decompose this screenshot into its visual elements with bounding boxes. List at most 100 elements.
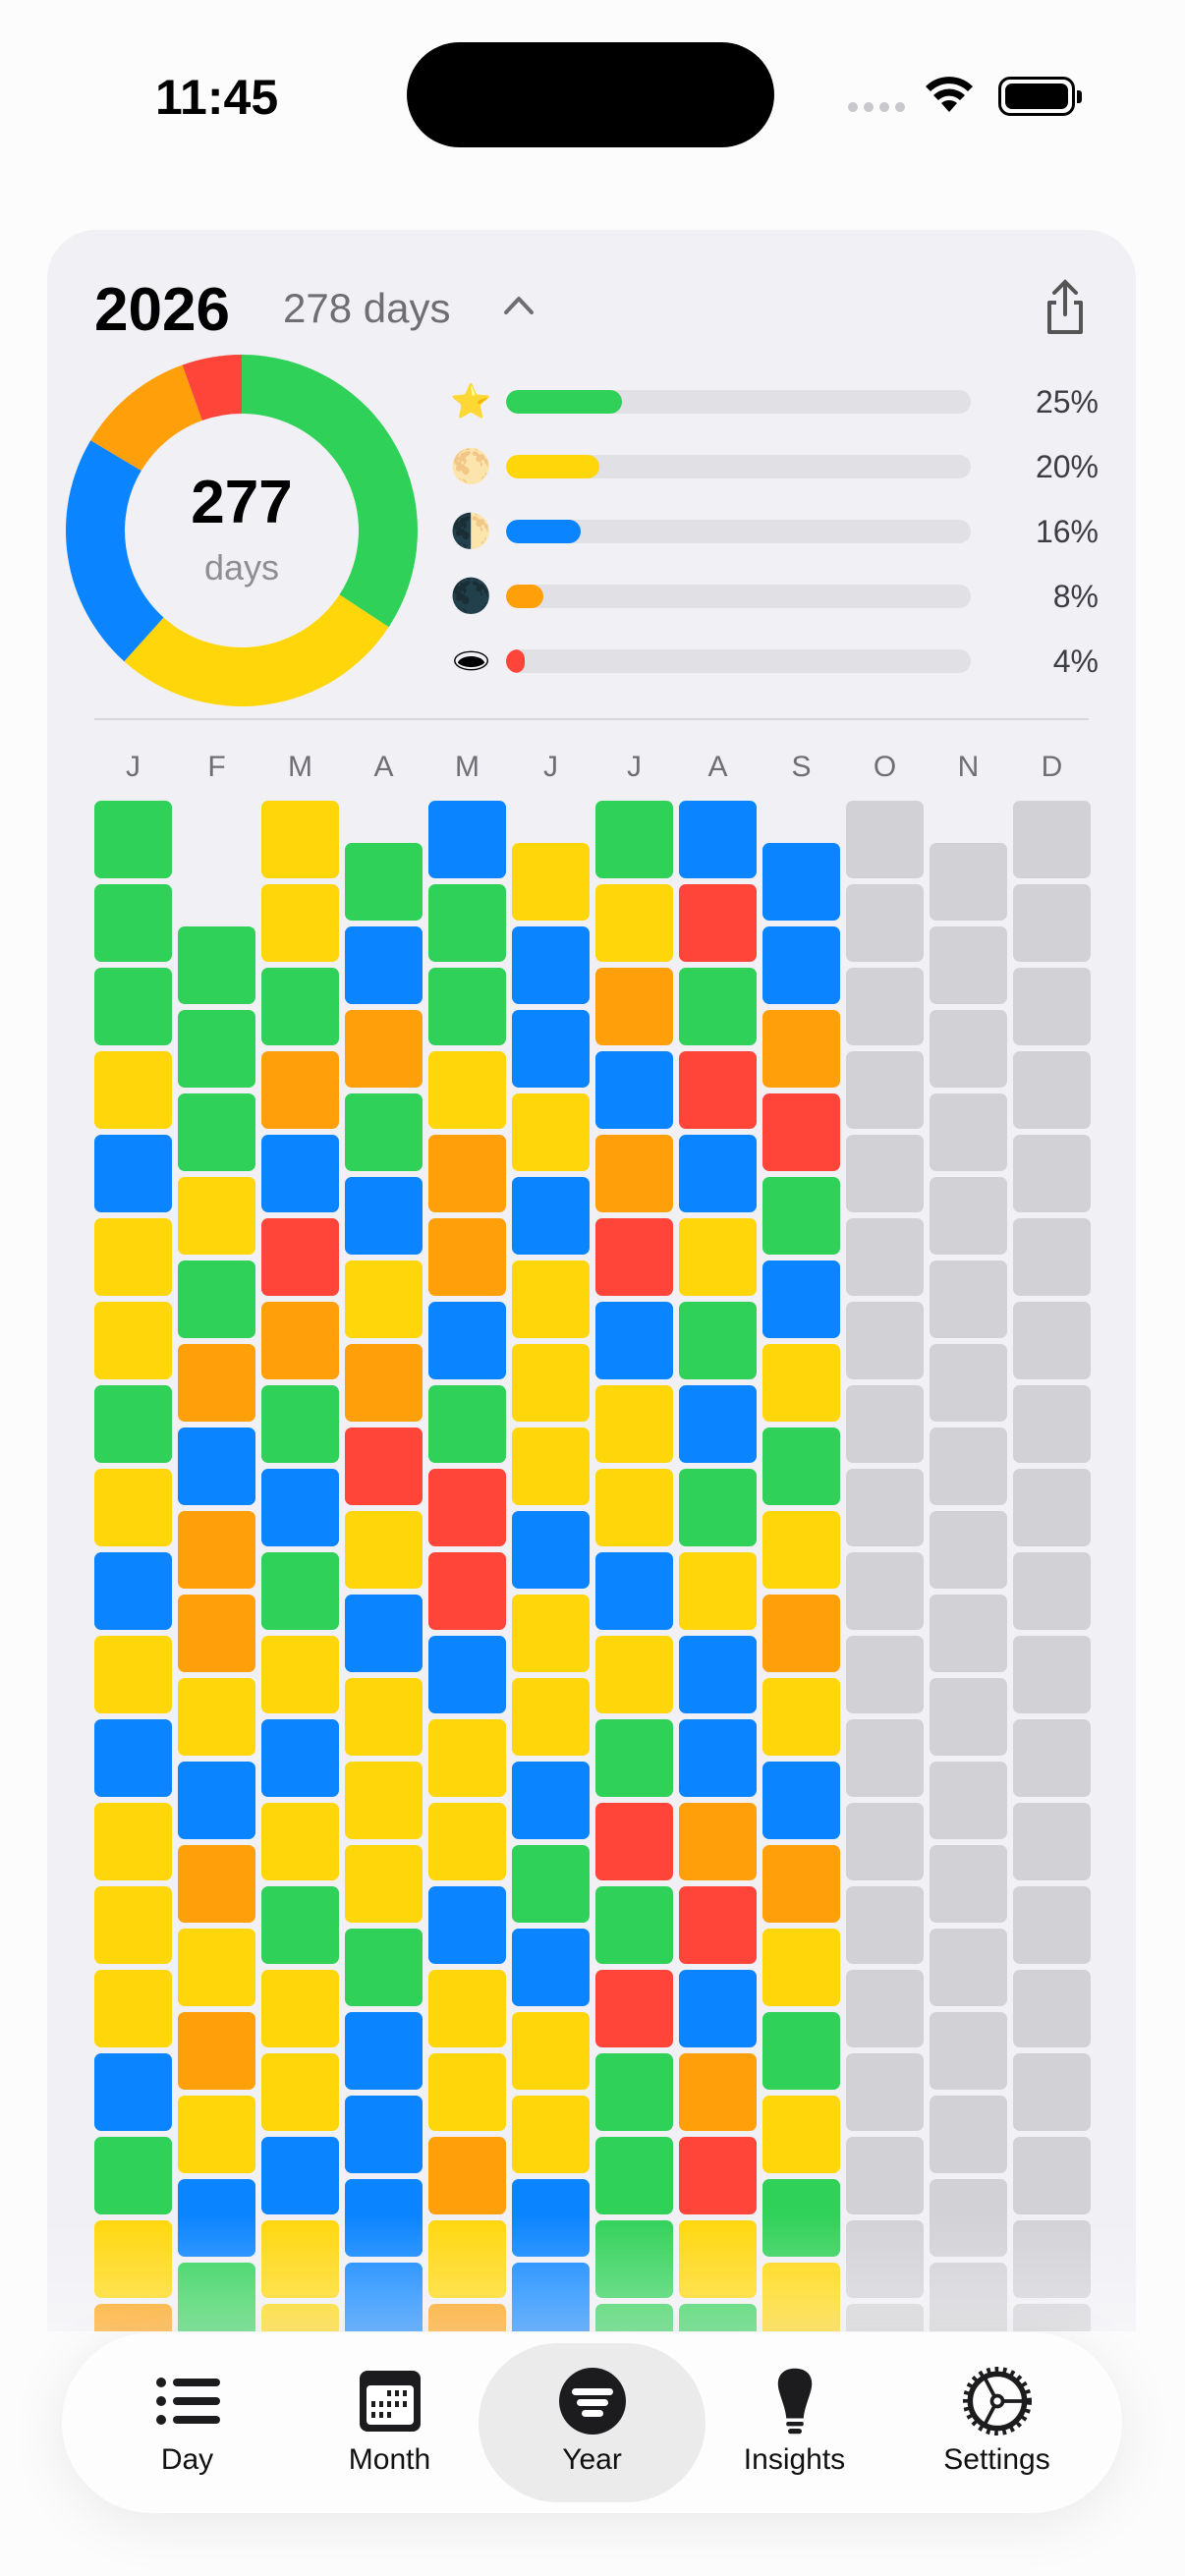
day-cell[interactable] bbox=[846, 1385, 924, 1463]
day-cell[interactable] bbox=[345, 1844, 423, 1923]
day-cell[interactable] bbox=[679, 801, 757, 878]
day-cell[interactable] bbox=[178, 1844, 255, 1923]
day-cell[interactable] bbox=[595, 1469, 673, 1546]
day-cell[interactable] bbox=[345, 2095, 423, 2173]
day-cell[interactable] bbox=[178, 1928, 255, 2006]
day-cell[interactable] bbox=[846, 1302, 924, 1379]
day-cell[interactable] bbox=[345, 2011, 423, 2090]
day-cell[interactable] bbox=[94, 884, 172, 962]
day-cell[interactable] bbox=[512, 1343, 590, 1422]
day-cell[interactable] bbox=[762, 2095, 840, 2173]
day-cell[interactable] bbox=[846, 2137, 924, 2214]
day-cell[interactable] bbox=[1013, 2220, 1091, 2298]
day-cell[interactable] bbox=[595, 2220, 673, 2298]
day-cell[interactable] bbox=[178, 1677, 255, 1756]
day-cell[interactable] bbox=[1013, 2137, 1091, 2214]
day-cell[interactable] bbox=[679, 1970, 757, 2047]
day-cell[interactable] bbox=[512, 1427, 590, 1505]
day-cell[interactable] bbox=[178, 1427, 255, 1505]
share-icon[interactable] bbox=[1042, 279, 1089, 338]
day-cell[interactable] bbox=[178, 1009, 255, 1088]
day-cell[interactable] bbox=[1013, 2053, 1091, 2131]
day-cell[interactable] bbox=[345, 2178, 423, 2257]
day-cell[interactable] bbox=[512, 2262, 590, 2331]
day-cell[interactable] bbox=[930, 1427, 1007, 1505]
day-cell[interactable] bbox=[679, 1135, 757, 1212]
day-cell[interactable] bbox=[261, 884, 339, 962]
day-cell[interactable] bbox=[930, 1594, 1007, 1672]
day-cell[interactable] bbox=[94, 801, 172, 878]
day-cell[interactable] bbox=[428, 801, 506, 878]
day-cell[interactable] bbox=[178, 1176, 255, 1255]
day-cell[interactable] bbox=[595, 1385, 673, 1463]
day-cell[interactable] bbox=[261, 801, 339, 878]
day-cell[interactable] bbox=[94, 968, 172, 1045]
day-cell[interactable] bbox=[679, 1636, 757, 1713]
day-cell[interactable] bbox=[762, 1510, 840, 1589]
day-cell[interactable] bbox=[1013, 1803, 1091, 1880]
day-cell[interactable] bbox=[930, 1009, 1007, 1088]
day-cell[interactable] bbox=[679, 2053, 757, 2131]
day-cell[interactable] bbox=[1013, 1385, 1091, 1463]
day-cell[interactable] bbox=[345, 1427, 423, 1505]
day-cell[interactable] bbox=[595, 1552, 673, 1630]
day-cell[interactable] bbox=[94, 1385, 172, 1463]
day-cell[interactable] bbox=[1013, 801, 1091, 878]
day-cell[interactable] bbox=[679, 1469, 757, 1546]
day-cell[interactable] bbox=[762, 2178, 840, 2257]
day-cell[interactable] bbox=[512, 1176, 590, 1255]
day-cell[interactable] bbox=[846, 1970, 924, 2047]
day-cell[interactable] bbox=[178, 2011, 255, 2090]
day-cell[interactable] bbox=[930, 1510, 1007, 1589]
day-cell[interactable] bbox=[595, 801, 673, 878]
day-cell[interactable] bbox=[428, 1469, 506, 1546]
day-cell[interactable] bbox=[178, 2095, 255, 2173]
day-cell[interactable] bbox=[1013, 1636, 1091, 1713]
day-cell[interactable] bbox=[261, 1719, 339, 1797]
day-cell[interactable] bbox=[846, 1051, 924, 1129]
day-cell[interactable] bbox=[261, 1135, 339, 1212]
day-cell[interactable] bbox=[345, 925, 423, 1004]
day-cell[interactable] bbox=[1013, 1469, 1091, 1546]
day-cell[interactable] bbox=[512, 1844, 590, 1923]
day-cell[interactable] bbox=[846, 1135, 924, 1212]
day-cell[interactable] bbox=[178, 1343, 255, 1422]
day-cell[interactable] bbox=[846, 801, 924, 878]
day-cell[interactable] bbox=[846, 1636, 924, 1713]
day-cell[interactable] bbox=[178, 2262, 255, 2331]
day-cell[interactable] bbox=[762, 842, 840, 921]
day-cell[interactable] bbox=[679, 1552, 757, 1630]
day-cell[interactable] bbox=[1013, 1135, 1091, 1212]
day-cell[interactable] bbox=[345, 1176, 423, 1255]
day-cell[interactable] bbox=[94, 1636, 172, 1713]
day-cell[interactable] bbox=[512, 1594, 590, 1672]
day-cell[interactable] bbox=[512, 1260, 590, 1338]
day-cell[interactable] bbox=[94, 1719, 172, 1797]
day-cell[interactable] bbox=[94, 1803, 172, 1880]
day-cell[interactable] bbox=[178, 2178, 255, 2257]
day-cell[interactable] bbox=[261, 968, 339, 1045]
day-cell[interactable] bbox=[846, 2220, 924, 2298]
day-cell[interactable] bbox=[178, 1092, 255, 1171]
day-cell[interactable] bbox=[94, 2137, 172, 2214]
day-cell[interactable] bbox=[762, 2262, 840, 2331]
day-cell[interactable] bbox=[679, 968, 757, 1045]
day-cell[interactable] bbox=[428, 1051, 506, 1129]
day-cell[interactable] bbox=[679, 884, 757, 962]
day-cell[interactable] bbox=[679, 1803, 757, 1880]
day-cell[interactable] bbox=[595, 2137, 673, 2214]
day-cell[interactable] bbox=[345, 1761, 423, 1839]
day-cell[interactable] bbox=[261, 1385, 339, 1463]
day-cell[interactable] bbox=[679, 1051, 757, 1129]
day-cell[interactable] bbox=[261, 1302, 339, 1379]
day-cell[interactable] bbox=[261, 2304, 339, 2331]
day-cell[interactable] bbox=[595, 1636, 673, 1713]
day-cell[interactable] bbox=[345, 1343, 423, 1422]
day-cell[interactable] bbox=[428, 1552, 506, 1630]
day-cell[interactable] bbox=[428, 2304, 506, 2331]
day-cell[interactable] bbox=[261, 2053, 339, 2131]
day-cell[interactable] bbox=[846, 884, 924, 962]
day-cell[interactable] bbox=[762, 1677, 840, 1756]
day-cell[interactable] bbox=[94, 1302, 172, 1379]
day-cell[interactable] bbox=[178, 1761, 255, 1839]
